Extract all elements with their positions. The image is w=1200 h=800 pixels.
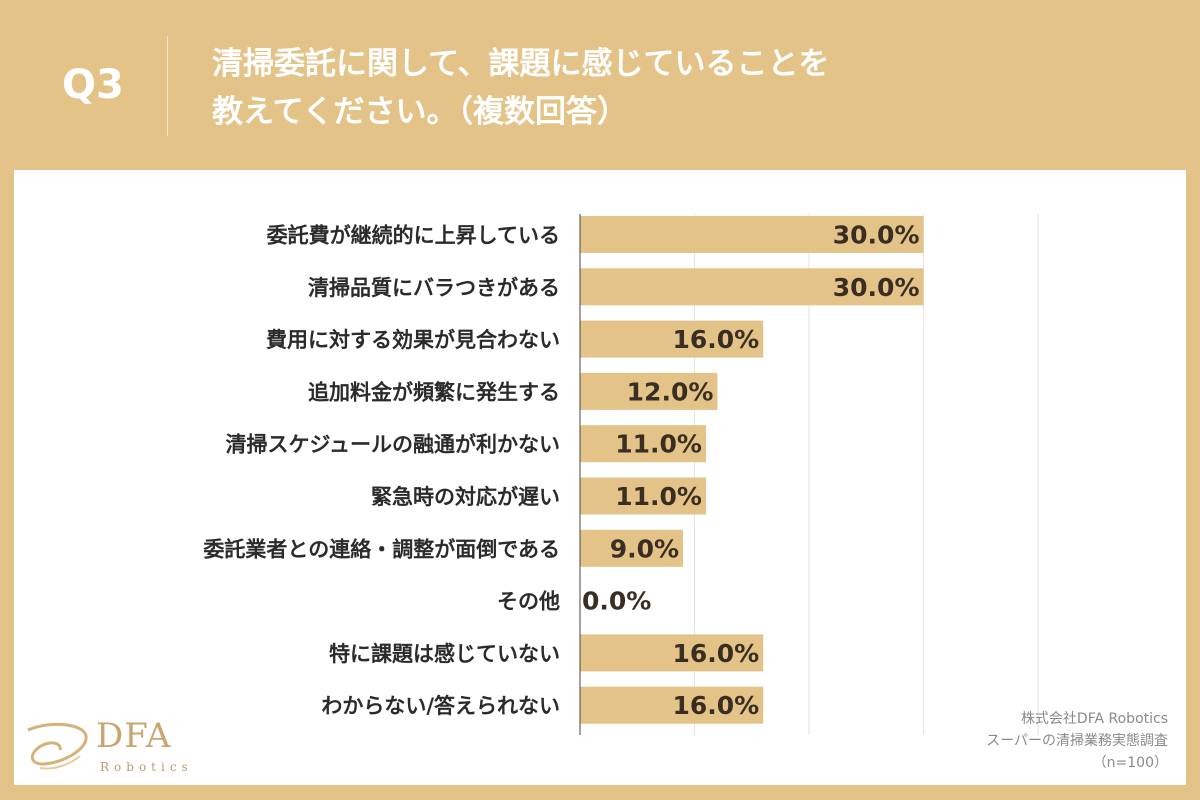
value-label: 16.0%	[672, 639, 759, 668]
value-label: 11.0%	[615, 482, 702, 511]
bar	[580, 268, 924, 306]
question-line-2: 教えてください。（複数回答）	[212, 94, 629, 130]
source-sample-size: （n=100）	[1092, 755, 1168, 771]
dfa-logo-mark-icon	[27, 722, 88, 770]
bar	[580, 372, 718, 410]
category-label: その他	[497, 590, 560, 614]
source-survey: スーパーの清掃業務実態調査	[986, 733, 1168, 749]
dfa-logo: DFA Robotics	[22, 712, 202, 782]
question-number: Q3	[62, 62, 124, 108]
source-company: 株式会社DFA Robotics	[1020, 711, 1168, 727]
category-label: 費用に対する効果が見合わない	[266, 328, 560, 352]
category-label: わからない/答えられない	[321, 694, 560, 718]
category-label: 清掃スケジュールの融通が利かない	[225, 433, 560, 457]
header-divider	[167, 36, 168, 136]
bar	[580, 425, 706, 463]
question-text: 清掃委託に関して、課題に感じていることを 教えてください。（複数回答）	[212, 40, 1012, 136]
bar	[580, 529, 684, 567]
value-label: 16.0%	[672, 691, 759, 720]
bar	[580, 634, 764, 672]
value-label: 12.0%	[627, 377, 714, 406]
bar-chart: 委託費が継続的に上昇している 30.0% 清掃品質にバラつきがある 30.0% 費用に対…	[202, 214, 1039, 735]
bar	[580, 477, 706, 515]
bar	[580, 686, 764, 724]
category-label: 特に課題は感じていない	[329, 642, 560, 666]
category-label: 緊急時の対応が遅い	[371, 485, 560, 509]
logo-subtitle: Robotics	[100, 760, 193, 774]
logo-name: DFA	[96, 716, 172, 756]
value-label: 30.0%	[833, 273, 920, 302]
value-label: 0.0%	[582, 587, 651, 616]
header: Q3 清掃委託に関して、課題に感じていることを 教えてください。（複数回答）	[0, 0, 1200, 170]
source-note: 株式会社DFA Robotics スーパーの清掃業務実態調査 （n=100）	[986, 708, 1168, 774]
value-label: 11.0%	[615, 430, 702, 459]
category-label: 委託費が継続的に上昇している	[266, 224, 560, 248]
bar	[580, 216, 924, 253]
bar	[580, 320, 764, 358]
value-label: 16.0%	[672, 325, 759, 354]
category-label: 清掃品質にバラつきがある	[308, 276, 560, 300]
value-label: 9.0%	[610, 534, 679, 563]
question-line-1: 清掃委託に関して、課題に感じていることを	[212, 46, 830, 82]
chart-panel: 委託費が継続的に上昇している 30.0% 清掃品質にバラつきがある 30.0% 費用に対…	[14, 170, 1186, 785]
category-label: 委託業者との連絡・調整が面倒である	[202, 537, 560, 561]
category-label: 追加料金が頻繁に発生する	[308, 380, 560, 404]
value-label: 30.0%	[833, 221, 920, 250]
